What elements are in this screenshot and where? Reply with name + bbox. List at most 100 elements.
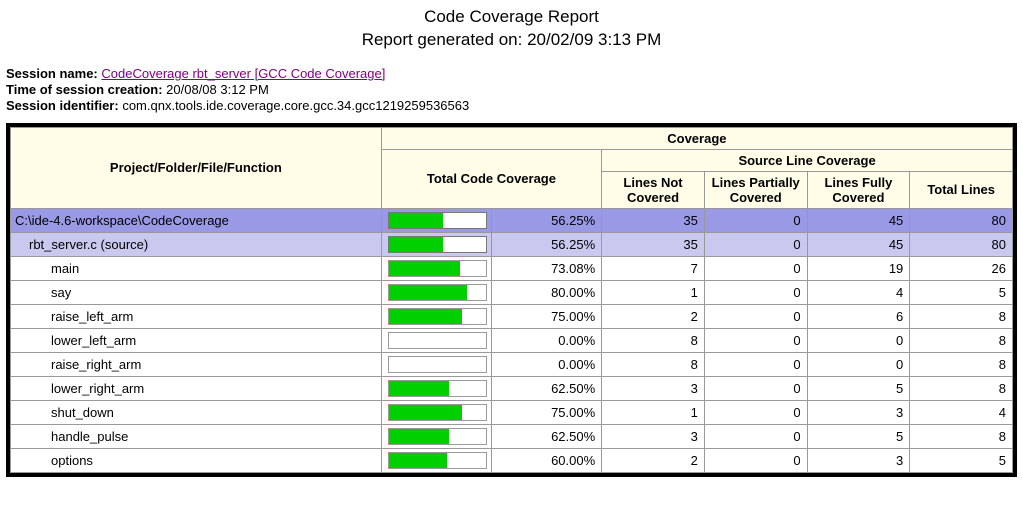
- coverage-pct: 73.08%: [491, 256, 601, 280]
- coverage-bar: [381, 352, 491, 376]
- lines-part: 0: [704, 304, 807, 328]
- row-name: raise_right_arm: [11, 352, 382, 376]
- session-name-label: Session name:: [6, 66, 98, 81]
- row-name: C:\ide-4.6-workspace\CodeCoverage: [11, 208, 382, 232]
- lines-total: 26: [910, 256, 1013, 280]
- table-row: lower_right_arm 62.50%3058: [11, 376, 1013, 400]
- th-slc: Source Line Coverage: [602, 149, 1013, 171]
- lines-not: 8: [602, 328, 705, 352]
- coverage-bar: [381, 424, 491, 448]
- lines-part: 0: [704, 352, 807, 376]
- lines-total: 8: [910, 424, 1013, 448]
- coverage-pct: 80.00%: [491, 280, 601, 304]
- table-row: main73.08%701926: [11, 256, 1013, 280]
- lines-not: 3: [602, 376, 705, 400]
- row-name: options: [11, 448, 382, 472]
- lines-full: 45: [807, 208, 910, 232]
- lines-not: 2: [602, 304, 705, 328]
- coverage-pct: 75.00%: [491, 304, 601, 328]
- row-name: lower_right_arm: [11, 376, 382, 400]
- th-full: Lines Fully Covered: [807, 171, 910, 208]
- lines-not: 35: [602, 208, 705, 232]
- row-name: shut_down: [11, 400, 382, 424]
- coverage-pct: 56.25%: [491, 208, 601, 232]
- session-meta: Session name: CodeCoverage rbt_server [G…: [6, 66, 1017, 113]
- row-name: raise_left_arm: [11, 304, 382, 328]
- coverage-pct: 75.00%: [491, 400, 601, 424]
- lines-part: 0: [704, 376, 807, 400]
- lines-part: 0: [704, 280, 807, 304]
- lines-not: 1: [602, 280, 705, 304]
- lines-full: 6: [807, 304, 910, 328]
- coverage-pct: 0.00%: [491, 352, 601, 376]
- lines-full: 3: [807, 400, 910, 424]
- lines-total: 80: [910, 208, 1013, 232]
- table-row: lower_left_arm0.00%8008: [11, 328, 1013, 352]
- coverage-table-wrap: Project/Folder/File/Function Coverage To…: [6, 123, 1017, 477]
- lines-full: 19: [807, 256, 910, 280]
- row-name: main: [11, 256, 382, 280]
- row-name: handle_pulse: [11, 424, 382, 448]
- lines-not: 8: [602, 352, 705, 376]
- row-name: rbt_server.c (source): [11, 232, 382, 256]
- coverage-bar: [381, 376, 491, 400]
- coverage-pct: 62.50%: [491, 376, 601, 400]
- lines-not: 1: [602, 400, 705, 424]
- table-row: rbt_server.c (source)56.25%3504580: [11, 232, 1013, 256]
- lines-total: 80: [910, 232, 1013, 256]
- lines-full: 5: [807, 376, 910, 400]
- coverage-pct: 56.25%: [491, 232, 601, 256]
- session-name-link[interactable]: CodeCoverage rbt_server [GCC Code Covera…: [101, 66, 385, 81]
- lines-part: 0: [704, 328, 807, 352]
- table-row: handle_pulse 62.50%3058: [11, 424, 1013, 448]
- coverage-pct: 62.50%: [491, 424, 601, 448]
- th-coverage: Coverage: [381, 127, 1012, 149]
- coverage-bar: [381, 208, 491, 232]
- lines-total: 4: [910, 400, 1013, 424]
- coverage-bar: [381, 280, 491, 304]
- lines-total: 5: [910, 448, 1013, 472]
- session-id-label: Session identifier:: [6, 98, 119, 113]
- table-row: say 80.00%1045: [11, 280, 1013, 304]
- th-not: Lines Not Covered: [602, 171, 705, 208]
- lines-not: 3: [602, 424, 705, 448]
- table-row: raise_right_arm0.00%8008: [11, 352, 1013, 376]
- session-time-value: 20/08/08 3:12 PM: [166, 82, 269, 97]
- coverage-pct: 0.00%: [491, 328, 601, 352]
- lines-total: 8: [910, 328, 1013, 352]
- lines-part: 0: [704, 448, 807, 472]
- th-name: Project/Folder/File/Function: [11, 127, 382, 208]
- session-time-label: Time of session creation:: [6, 82, 163, 97]
- table-row: shut_down 75.00%1034: [11, 400, 1013, 424]
- lines-total: 5: [910, 280, 1013, 304]
- th-total: Total Code Coverage: [381, 149, 601, 208]
- lines-not: 2: [602, 448, 705, 472]
- lines-full: 5: [807, 424, 910, 448]
- lines-full: 0: [807, 328, 910, 352]
- coverage-pct: 60.00%: [491, 448, 601, 472]
- lines-total: 8: [910, 376, 1013, 400]
- row-name: lower_left_arm: [11, 328, 382, 352]
- lines-full: 0: [807, 352, 910, 376]
- lines-full: 45: [807, 232, 910, 256]
- report-title-block: Code Coverage Report Report generated on…: [6, 6, 1017, 52]
- coverage-bar: [381, 256, 491, 280]
- lines-total: 8: [910, 352, 1013, 376]
- table-row: raise_left_arm 75.00%2068: [11, 304, 1013, 328]
- lines-full: 3: [807, 448, 910, 472]
- report-title: Code Coverage Report: [6, 6, 1017, 29]
- table-row: C:\ide-4.6-workspace\CodeCoverage 56.25%3…: [11, 208, 1013, 232]
- session-id-value: com.qnx.tools.ide.coverage.core.gcc.34.g…: [122, 98, 469, 113]
- row-name: say: [11, 280, 382, 304]
- lines-full: 4: [807, 280, 910, 304]
- th-part: Lines Partially Covered: [704, 171, 807, 208]
- lines-part: 0: [704, 424, 807, 448]
- table-row: options 60.00%2035: [11, 448, 1013, 472]
- coverage-bar: [381, 232, 491, 256]
- lines-total: 8: [910, 304, 1013, 328]
- lines-not: 35: [602, 232, 705, 256]
- th-tot: Total Lines: [910, 171, 1013, 208]
- lines-part: 0: [704, 256, 807, 280]
- coverage-bar: [381, 448, 491, 472]
- lines-part: 0: [704, 400, 807, 424]
